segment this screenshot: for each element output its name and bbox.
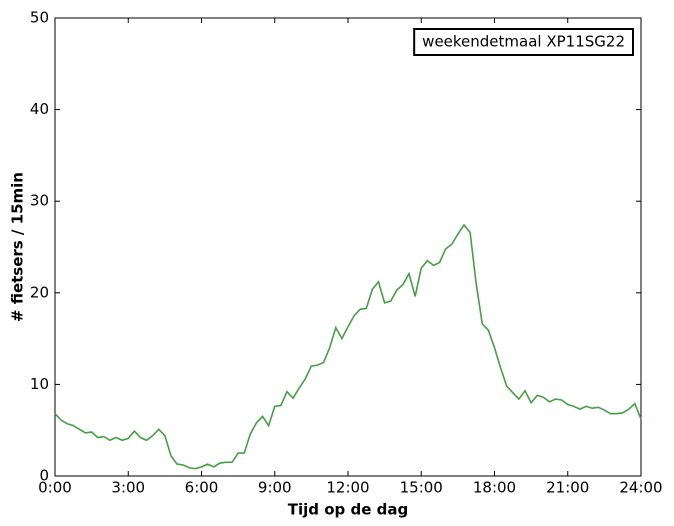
data-line [54, 223, 642, 470]
legend-label: weekendetmaal XP11SG22 [422, 33, 625, 51]
y-tick-label: 30 [30, 192, 49, 210]
x-tick-label: 24:00 [619, 479, 662, 497]
x-tick-label: 0:00 [38, 479, 72, 497]
x-tick-label: 6:00 [185, 479, 219, 497]
y-tick-label: 40 [30, 100, 49, 118]
x-axis-title: Tijd op de dag [288, 501, 408, 519]
y-axis-title: # fietsers / 15min [9, 172, 27, 322]
y-tick-label: 50 [30, 9, 49, 27]
y-tick-label: 20 [30, 283, 49, 301]
x-tick-label: 3:00 [111, 479, 145, 497]
x-tick-label: 15:00 [400, 479, 443, 497]
plot-frame [54, 17, 642, 477]
y-tick-label: 0 [39, 467, 49, 485]
x-tick-label: 21:00 [546, 479, 589, 497]
x-tick-label: 18:00 [473, 479, 516, 497]
y-tick-label: 10 [30, 375, 49, 393]
x-tick-label: 12:00 [326, 479, 369, 497]
legend-box [413, 28, 634, 56]
x-tick-label: 9:00 [258, 479, 292, 497]
